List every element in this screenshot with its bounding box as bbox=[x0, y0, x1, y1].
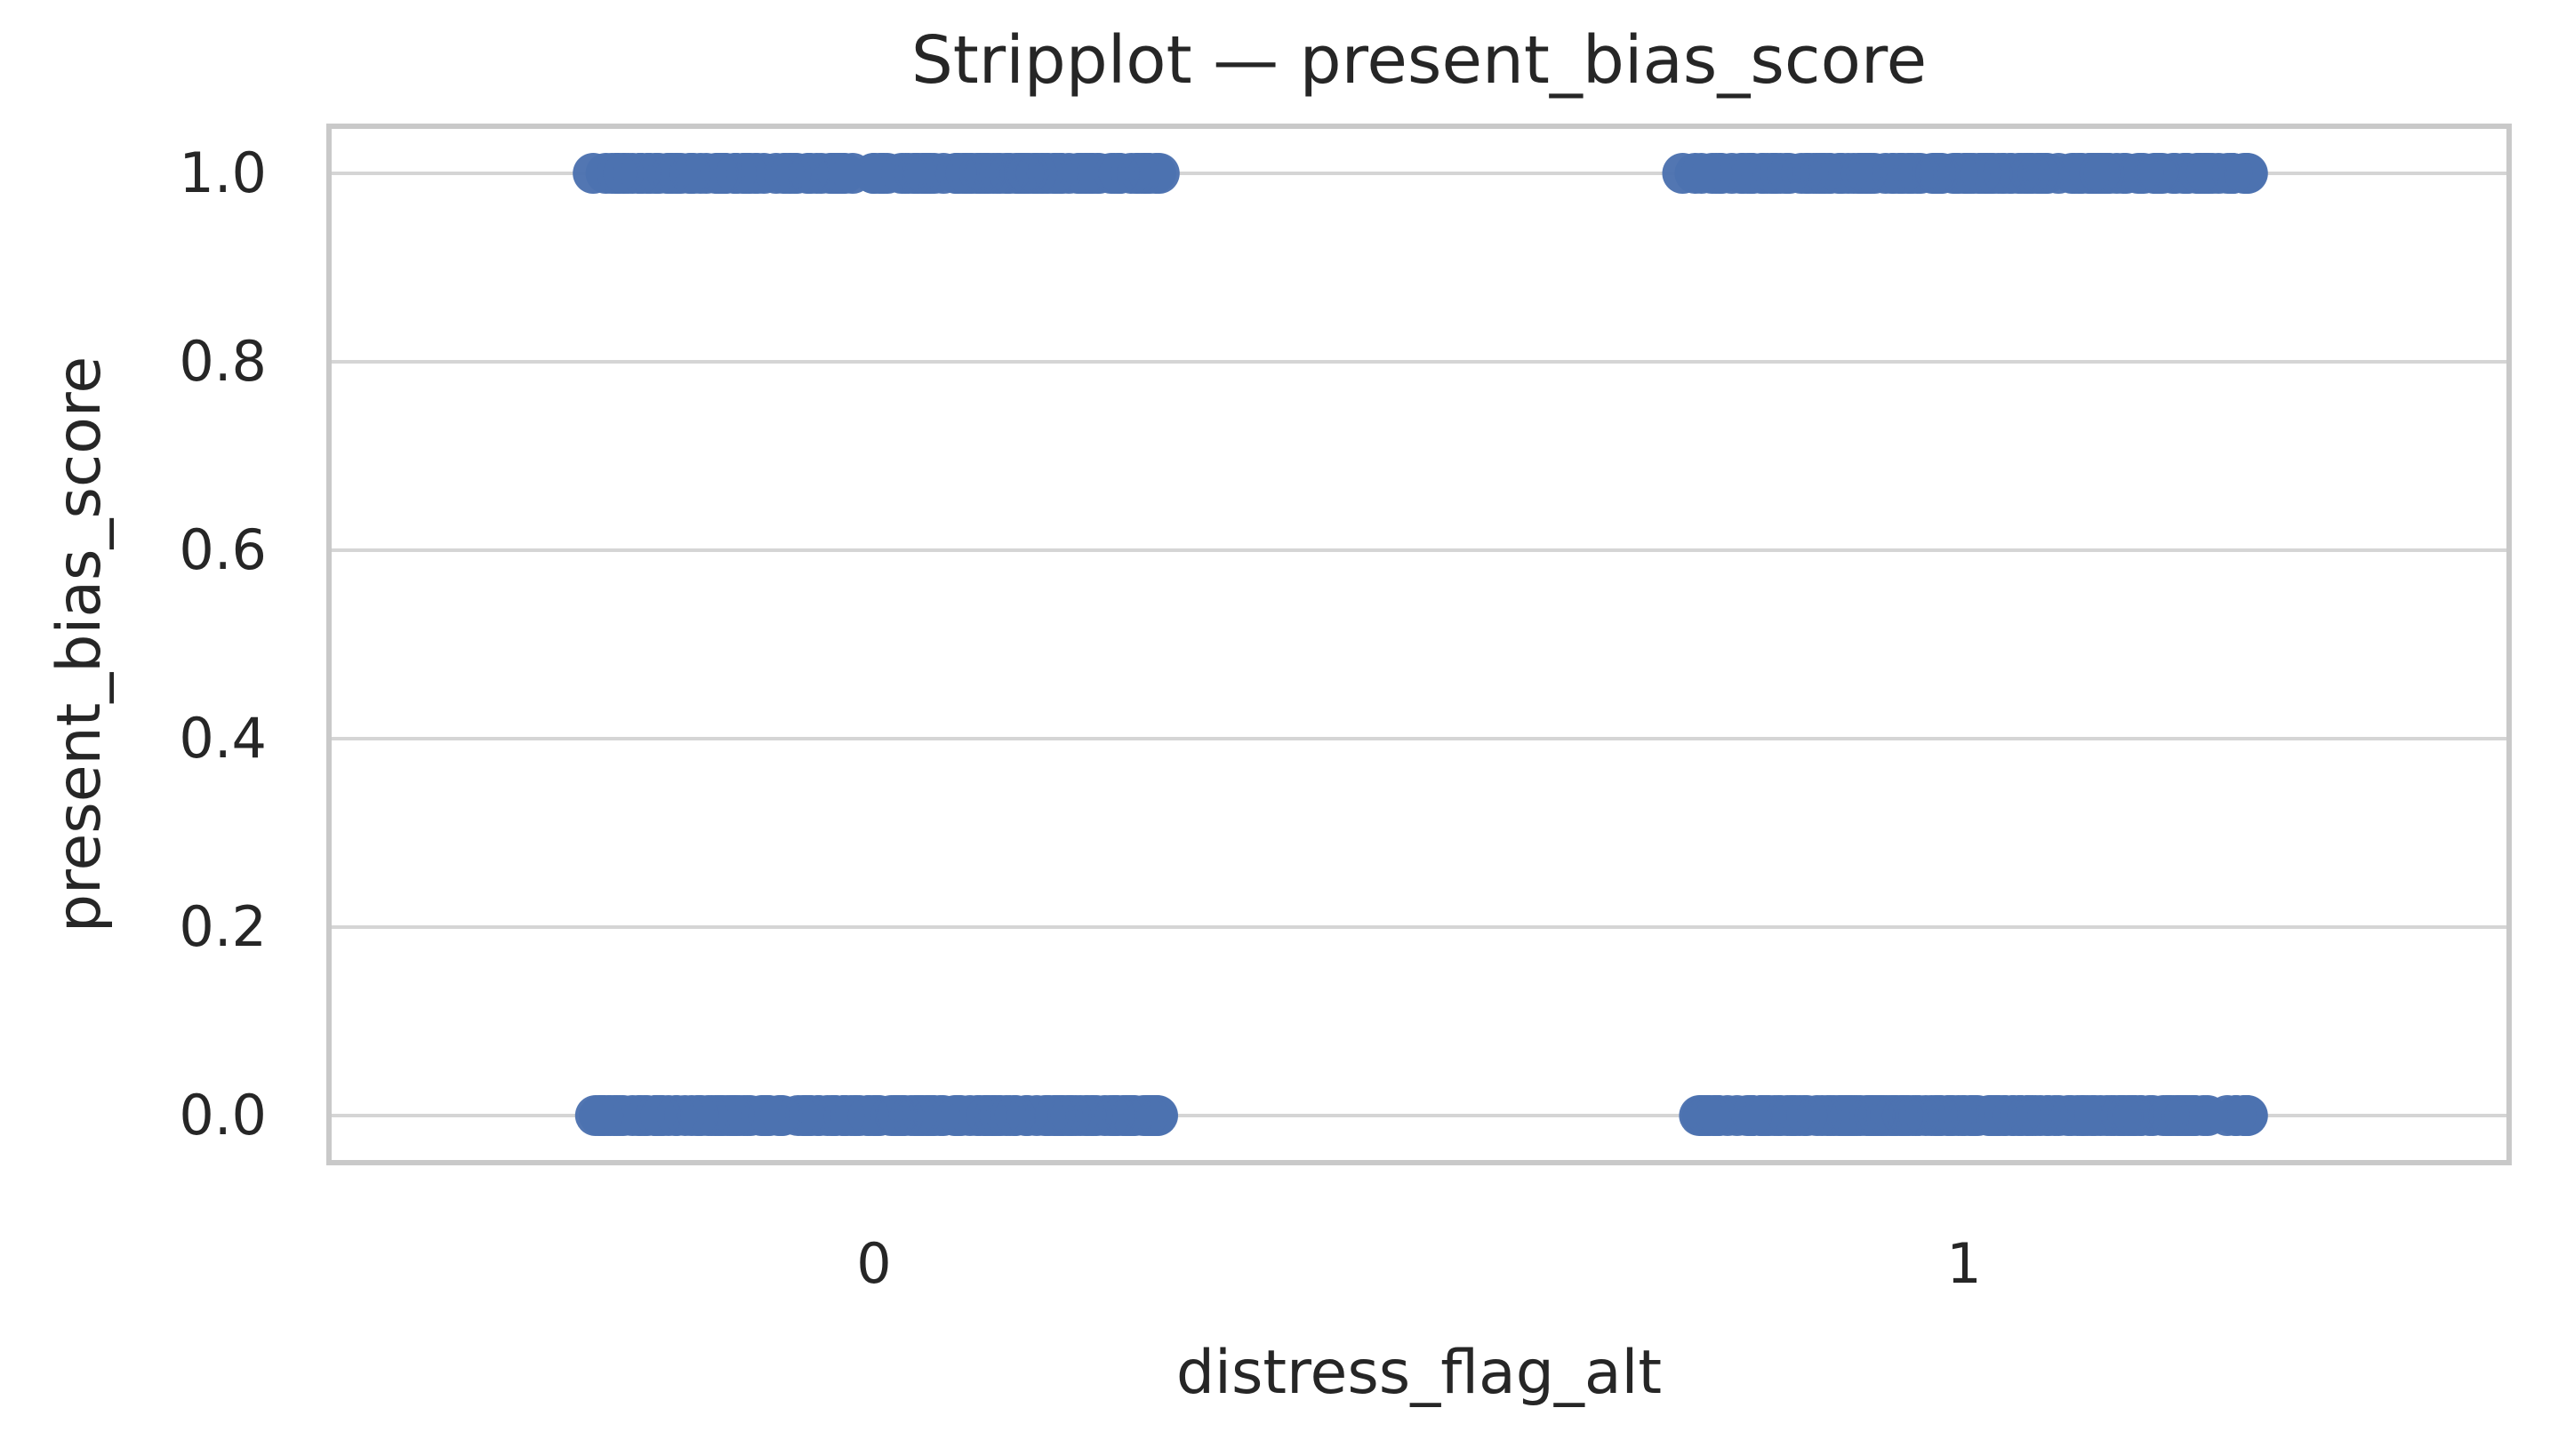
axes-border bbox=[326, 124, 2512, 1165]
data-point bbox=[2136, 153, 2177, 194]
data-point bbox=[2068, 153, 2110, 194]
data-point bbox=[1826, 1095, 1867, 1136]
data-point bbox=[2086, 1095, 2128, 1136]
strip-cluster-cat1-y1 bbox=[1662, 153, 2268, 194]
y-tick-label: 0.6 bbox=[179, 517, 267, 582]
data-point bbox=[1007, 153, 1049, 194]
data-point bbox=[581, 1095, 623, 1136]
data-point bbox=[1050, 1095, 1092, 1136]
data-point bbox=[1944, 1095, 1985, 1136]
data-point bbox=[821, 153, 862, 194]
data-point bbox=[935, 153, 977, 194]
strip-cluster-cat0-y1 bbox=[573, 153, 1180, 194]
data-point bbox=[1065, 153, 1107, 194]
data-point bbox=[2038, 153, 2080, 194]
data-point bbox=[686, 153, 727, 194]
data-point bbox=[1935, 153, 1977, 194]
data-point bbox=[1989, 153, 2031, 194]
data-point bbox=[1872, 153, 1913, 194]
chart-title: Stripplot — present_bias_score bbox=[910, 22, 1928, 99]
data-point bbox=[1768, 153, 1810, 194]
data-point bbox=[1105, 1095, 1146, 1136]
y-tick-label: 0.0 bbox=[179, 1083, 267, 1148]
strip-cluster-cat0-y0 bbox=[574, 1095, 1178, 1136]
data-point bbox=[2148, 1095, 2190, 1136]
data-point bbox=[1037, 153, 1079, 194]
x-tick-label: 0 bbox=[856, 1231, 892, 1296]
data-point bbox=[1882, 1095, 1924, 1136]
data-point bbox=[710, 1095, 752, 1136]
y-tick-label: 1.0 bbox=[179, 140, 267, 205]
data-point bbox=[723, 153, 765, 194]
x-axis-label: distress_flag_alt bbox=[1175, 1338, 1663, 1408]
y-tick-label: 0.8 bbox=[179, 329, 267, 394]
data-point bbox=[2207, 1095, 2249, 1136]
y-tick-label: 0.4 bbox=[179, 706, 267, 771]
data-point bbox=[2057, 1095, 2098, 1136]
data-point bbox=[2183, 153, 2225, 194]
strip-cluster-cat1-y0 bbox=[1679, 1095, 2268, 1136]
data-point bbox=[1138, 153, 1180, 194]
data-point bbox=[765, 153, 806, 194]
data-point bbox=[1707, 1095, 1748, 1136]
data-point bbox=[1700, 153, 1742, 194]
data-point bbox=[612, 153, 654, 194]
data-point bbox=[919, 1095, 961, 1136]
data-point bbox=[1820, 153, 1862, 194]
data-point bbox=[2015, 1095, 2057, 1136]
data-point bbox=[1741, 1095, 1782, 1136]
data-point bbox=[823, 1095, 865, 1136]
y-tick-label: 0.2 bbox=[179, 894, 267, 959]
y-axis-label: present_bias_score bbox=[44, 356, 115, 933]
data-point bbox=[878, 1095, 919, 1136]
data-point bbox=[994, 1095, 1036, 1136]
data-point bbox=[881, 153, 923, 194]
x-tick-label: 1 bbox=[1946, 1231, 1982, 1296]
data-point bbox=[973, 153, 1014, 194]
